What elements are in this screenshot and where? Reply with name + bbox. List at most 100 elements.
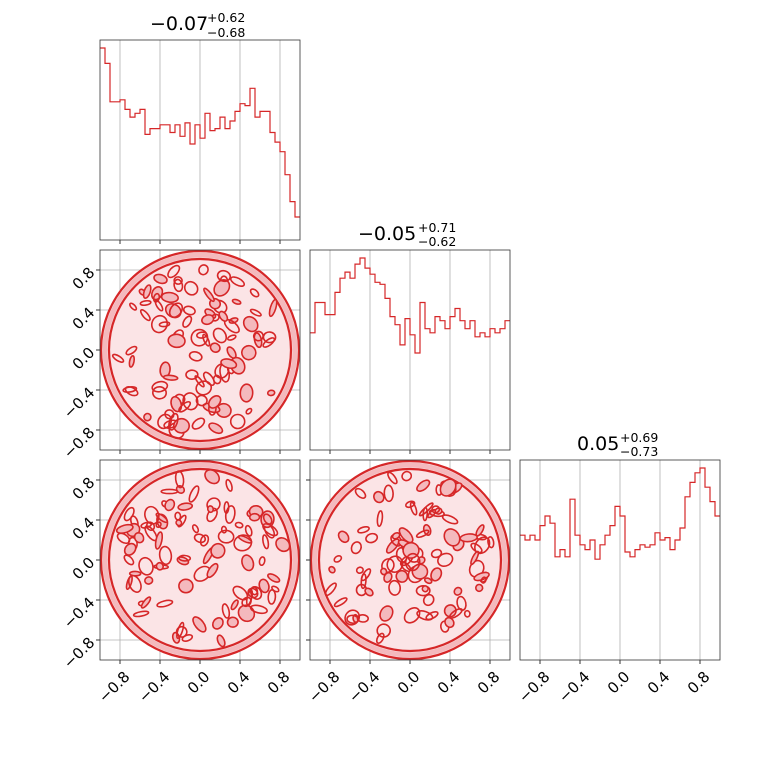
contour-blob bbox=[373, 490, 385, 504]
x-tick-label: 0.8 bbox=[264, 668, 294, 698]
contour-blob bbox=[241, 554, 255, 572]
y-tick-label: −0.8 bbox=[60, 424, 98, 462]
contour-blob bbox=[177, 502, 194, 511]
contour-blob bbox=[216, 634, 226, 648]
contour-blob bbox=[132, 610, 150, 618]
boundary-contour bbox=[107, 257, 293, 443]
y-tick-label: 0.0 bbox=[69, 554, 99, 584]
contour-blob bbox=[168, 302, 184, 318]
contour-blob bbox=[143, 412, 152, 422]
boundary-contour bbox=[100, 250, 300, 450]
contour-blob bbox=[230, 599, 239, 611]
contour-blob bbox=[155, 521, 162, 529]
contour-blob bbox=[453, 586, 463, 596]
boundary-contour bbox=[317, 467, 503, 653]
contour-blob bbox=[178, 554, 192, 562]
y-tick-label: −0.4 bbox=[60, 384, 98, 422]
contour-blob bbox=[245, 407, 253, 415]
contour-blob bbox=[247, 587, 259, 599]
hist-panel-1 bbox=[309, 249, 511, 454]
x-tick-label: 0.0 bbox=[604, 668, 634, 698]
contour-blob bbox=[430, 548, 443, 559]
contour-blob bbox=[423, 577, 433, 585]
hist-panel-2 bbox=[519, 459, 721, 664]
param-1-median: −0.05 bbox=[358, 223, 416, 245]
contour-blob bbox=[155, 512, 169, 524]
contour-blob bbox=[422, 593, 435, 607]
contour-blob bbox=[129, 302, 138, 311]
boundary-contour bbox=[312, 462, 508, 658]
contour-blob bbox=[156, 599, 174, 608]
contour-blob bbox=[133, 531, 145, 544]
panel-frame bbox=[99, 39, 301, 241]
param-0-plus: +0.62 bbox=[207, 10, 245, 25]
contour-blob bbox=[209, 342, 221, 353]
contour-blob bbox=[138, 556, 154, 576]
contour-blob bbox=[364, 587, 374, 597]
contour-blob bbox=[350, 541, 362, 555]
contour-blob bbox=[144, 576, 154, 585]
contour-blob bbox=[249, 288, 260, 298]
contour-blob bbox=[194, 375, 205, 388]
x-tick-label: −0.4 bbox=[135, 668, 173, 706]
contour-blob bbox=[164, 498, 176, 512]
contour-blob bbox=[125, 345, 138, 356]
boundary-contour bbox=[102, 462, 298, 658]
contour-blob bbox=[404, 552, 421, 572]
contour-blob bbox=[154, 299, 164, 312]
contour-blob bbox=[252, 330, 264, 342]
y-tick-label: 0.4 bbox=[69, 514, 99, 544]
contour-blob bbox=[403, 607, 421, 624]
contour-blob bbox=[387, 471, 398, 485]
contour-blob bbox=[220, 358, 238, 370]
contour-blob bbox=[267, 589, 277, 605]
contour-panel-2-1 bbox=[306, 459, 511, 664]
contour-blob bbox=[128, 354, 136, 368]
boundary-contour bbox=[107, 467, 293, 653]
contour-blob bbox=[123, 554, 135, 566]
contour-blob bbox=[333, 554, 343, 563]
contour-blob bbox=[199, 534, 210, 547]
contour-blob bbox=[183, 280, 199, 296]
contour-blob bbox=[360, 573, 367, 590]
contour-blob bbox=[154, 531, 164, 550]
density-contours bbox=[100, 460, 300, 660]
contour-blob bbox=[122, 386, 138, 393]
contour-blob bbox=[155, 561, 164, 571]
contour-blob bbox=[232, 585, 249, 601]
x-tick-label: −0.8 bbox=[95, 668, 133, 706]
panel-frame bbox=[99, 249, 301, 451]
param-2-plus: +0.69 bbox=[620, 430, 658, 445]
x-tick-label: −0.4 bbox=[345, 668, 383, 706]
contour-blob bbox=[231, 298, 242, 305]
contour-blob bbox=[162, 374, 179, 381]
contour-blob bbox=[206, 507, 218, 523]
contour-blob bbox=[383, 571, 393, 583]
contour-blob bbox=[249, 308, 262, 317]
contour-blob bbox=[188, 350, 203, 362]
param-2-median: 0.05 bbox=[577, 433, 619, 455]
contour-blob bbox=[258, 578, 270, 594]
contour-blob bbox=[430, 567, 443, 582]
x-tick-label: 0.0 bbox=[184, 668, 214, 698]
y-tick-label: 0.8 bbox=[69, 474, 99, 504]
contour-blob bbox=[233, 534, 253, 552]
contour-blob bbox=[192, 616, 207, 633]
contour-blob bbox=[158, 321, 171, 328]
contour-blob bbox=[480, 576, 487, 584]
contour-blob bbox=[468, 559, 485, 578]
param-2-title: 0.05 bbox=[577, 433, 619, 455]
contour-blob bbox=[470, 542, 483, 554]
contour-blob bbox=[266, 389, 276, 397]
contour-blob bbox=[262, 337, 276, 348]
contour-blob bbox=[173, 278, 184, 293]
contour-blob bbox=[328, 565, 336, 574]
contour-blob bbox=[250, 586, 259, 596]
hist-panel-0 bbox=[99, 39, 301, 244]
contour-blob bbox=[229, 276, 246, 287]
contour-blob bbox=[203, 287, 215, 303]
contour-blob bbox=[216, 269, 232, 283]
contour-blob bbox=[439, 478, 457, 497]
contour-blob bbox=[267, 573, 281, 583]
